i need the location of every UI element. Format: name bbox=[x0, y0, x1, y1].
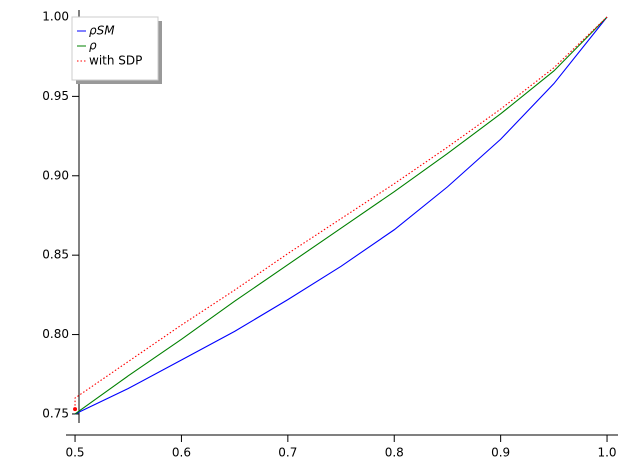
series-line bbox=[74, 16, 608, 415]
x-tick-label: 0.7 bbox=[278, 446, 297, 460]
x-tick-label: 0.8 bbox=[385, 446, 404, 460]
y-tick-label: 1.00 bbox=[42, 9, 69, 23]
legend-label: ρSM bbox=[89, 24, 115, 38]
y-tick-label: 0.95 bbox=[42, 89, 69, 103]
y-tick-label: 0.75 bbox=[42, 406, 69, 420]
series-line bbox=[74, 16, 608, 410]
legend-box bbox=[71, 16, 159, 81]
legend-label: ρ bbox=[89, 39, 97, 53]
y-tick-label: 0.80 bbox=[42, 327, 69, 341]
x-tick-label: 0.5 bbox=[65, 446, 84, 460]
start-point bbox=[73, 407, 78, 412]
y-tick-label: 0.90 bbox=[42, 168, 69, 182]
series-line bbox=[74, 16, 608, 415]
x-tick-label: 1.0 bbox=[597, 446, 616, 460]
x-tick-label: 0.6 bbox=[172, 446, 191, 460]
legend-label: with SDP bbox=[89, 54, 142, 68]
x-tick-label: 0.9 bbox=[491, 446, 510, 460]
y-tick-label: 0.85 bbox=[42, 248, 69, 262]
